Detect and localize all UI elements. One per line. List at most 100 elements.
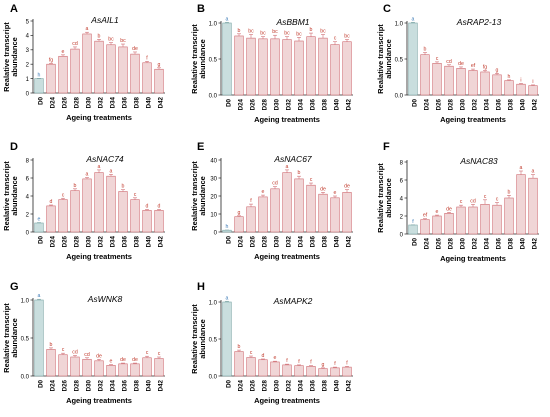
panel-title-H: AsMAPK2 <box>273 296 313 306</box>
y-axis-label-B: Realative transcriptabundance <box>190 24 207 94</box>
y-tick-label-F: 4 <box>400 196 404 202</box>
x-tick-label-C: D34 <box>484 98 491 110</box>
bar-A-D26 <box>58 55 68 94</box>
x-tick-label-A: D38 <box>134 96 141 108</box>
x-tick-label-C: D42 <box>532 98 539 110</box>
sig-letter-D: d <box>158 204 161 210</box>
bar-E-D42 <box>342 192 352 233</box>
sig-letter-A: b <box>98 33 101 39</box>
bar-E-D0 <box>222 229 232 233</box>
sig-letter-F: cd <box>470 198 476 204</box>
bar-A-D0 <box>34 78 44 94</box>
panel-title-G: AsWNK8 <box>87 294 123 304</box>
bar-D-D40 <box>142 210 152 233</box>
x-tick-label-F: D34 <box>484 237 491 249</box>
x-tick-label-A: D24 <box>50 96 57 108</box>
bar-B-D24 <box>234 35 244 96</box>
bar-E-D26 <box>246 206 256 233</box>
x-tick-label-D: D36 <box>122 235 129 247</box>
panel-D: D AsNAC74 Realative transcriptabundance 0 2 4… <box>2 141 165 261</box>
y-tick-label-G: 0.5 <box>21 336 30 342</box>
bar-E-D34 <box>294 178 304 233</box>
panel-A: A AsAIL1 Realative transcriptabundance 0 1 2 3… <box>2 3 165 122</box>
bar-A-D34 <box>106 44 116 94</box>
sig-letter-F: ef <box>423 213 428 219</box>
x-tick-label-H: D42 <box>346 379 353 391</box>
bar-G-D38 <box>130 363 140 377</box>
x-axis-title-E: Ageing treatments <box>254 252 320 261</box>
x-tick-label-E: D38 <box>322 235 329 247</box>
bar-F-D26 <box>432 215 442 235</box>
y-axis-label-G: Realative transcriptabundance <box>2 303 19 373</box>
bar-B-D36 <box>306 36 316 96</box>
sig-letter-C: b <box>424 47 427 53</box>
sig-letter-B: bc <box>344 34 350 40</box>
sig-letter-H: f <box>346 360 348 366</box>
bar-H-D30 <box>270 361 280 377</box>
x-tick-label-D: D32 <box>98 235 105 247</box>
x-tick-label-E: D24 <box>238 235 245 247</box>
bar-D-D28 <box>70 190 80 233</box>
x-tick-label-C: D40 <box>520 98 527 110</box>
x-tick-label-A: D34 <box>110 96 117 108</box>
x-tick-label-A: D32 <box>98 96 105 108</box>
x-tick-label-E: D0 <box>226 235 233 243</box>
y-tick-label-G: 0.0 <box>21 374 30 380</box>
sig-letter-G: cd <box>72 349 78 355</box>
x-tick-label-D: D34 <box>110 235 117 247</box>
x-tick-label-F: D24 <box>424 237 431 249</box>
sig-letter-B: b <box>238 28 241 34</box>
y-axis-label-E: Realative transcriptabundance <box>190 161 207 231</box>
bar-D-D38 <box>130 199 140 233</box>
x-tick-label-B: D42 <box>346 98 353 110</box>
x-tick-label-B: D0 <box>226 98 233 106</box>
bar-A-D42 <box>154 68 164 94</box>
bar-G-D28 <box>70 356 80 377</box>
panel-title-F: AsNAC83 <box>459 156 498 166</box>
bar-E-D24 <box>234 216 244 233</box>
sig-letter-C: fg <box>483 65 487 71</box>
sig-letter-D: a <box>86 172 89 178</box>
bar-H-D38 <box>318 368 328 377</box>
x-tick-label-A: D36 <box>122 96 129 108</box>
y-tick-label-E: 30 <box>210 176 217 182</box>
x-tick-label-E: D40 <box>334 235 341 247</box>
bar-B-D40 <box>330 44 340 96</box>
x-tick-label-D: D42 <box>158 235 165 247</box>
y-tick-label-B: 1.0 <box>209 21 218 27</box>
bar-B-D32 <box>282 39 292 96</box>
y-tick-label-H: 0.0 <box>209 374 218 380</box>
x-tick-label-H: D32 <box>286 379 293 391</box>
bar-C-D42 <box>528 85 538 96</box>
panel-letter-F: F <box>383 141 390 153</box>
bar-B-D0 <box>222 22 232 96</box>
x-tick-label-F: D0 <box>412 237 419 245</box>
sig-letter-A: g <box>158 62 161 68</box>
x-tick-label-C: D28 <box>448 98 455 110</box>
y-tick-label-F: 8 <box>400 160 404 166</box>
bar-A-D36 <box>118 46 128 94</box>
sig-letter-H: e <box>274 355 277 361</box>
bar-H-D28 <box>258 359 268 377</box>
x-tick-label-G: D40 <box>146 379 153 391</box>
x-axis-title-C: Ageing treatments <box>440 115 506 124</box>
x-axis-title-A: Ageing treatments <box>66 113 132 122</box>
x-tick-label-B: D28 <box>262 98 269 110</box>
sig-letter-H: f <box>286 358 288 364</box>
sig-letter-H: f <box>310 360 312 366</box>
x-tick-label-G: D28 <box>74 379 81 391</box>
x-tick-label-E: D32 <box>286 235 293 247</box>
bar-G-D0 <box>34 299 44 377</box>
x-tick-label-F: D32 <box>472 237 479 249</box>
y-tick-label-H: 1.0 <box>209 300 218 306</box>
sig-letter-A: bc <box>120 38 126 44</box>
bar-C-D24 <box>420 54 430 96</box>
y-tick-label-E: 0 <box>214 230 218 236</box>
x-tick-label-E: D36 <box>310 235 317 247</box>
y-tick-label-B: 0.0 <box>209 93 218 99</box>
sig-letter-G: b <box>50 342 53 348</box>
x-tick-label-D: D30 <box>86 235 93 247</box>
bar-B-D38 <box>318 37 328 96</box>
sig-letter-G: a <box>38 293 41 299</box>
sig-letter-E: f <box>250 198 252 204</box>
